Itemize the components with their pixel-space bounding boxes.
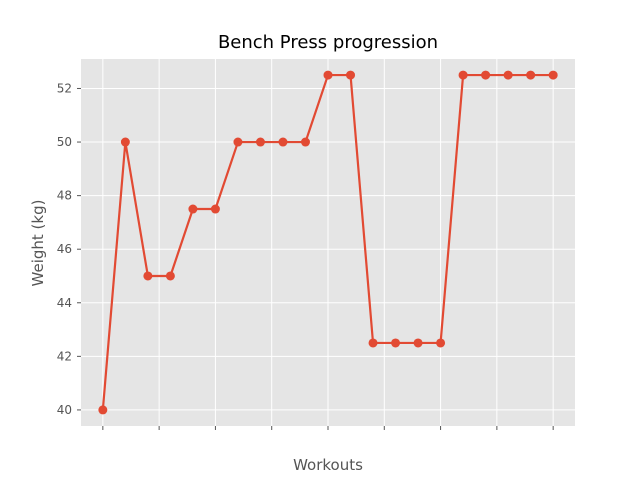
data-point [165,271,175,281]
grid-lines [81,59,575,426]
data-point [526,70,536,80]
data-point [481,70,491,80]
y-axis-label: Weight (kg) [29,200,47,287]
data-point [458,70,468,80]
data-point [188,204,198,214]
data-point [255,137,265,147]
chart-title: Bench Press progression [218,32,438,53]
data-point [278,137,288,147]
data-point [120,137,130,147]
data-point [233,137,243,147]
data-point [503,70,513,80]
x-axis-label: Workouts [293,456,363,474]
y-tick-label: 50 [57,135,72,149]
y-tick-label: 52 [57,81,72,95]
y-tick-label: 46 [57,242,72,256]
axis-ticks: 40 42 44 46 48 50 52 [57,81,554,430]
data-point [300,137,310,147]
series-points [98,70,558,415]
y-tick-label: 48 [57,189,72,203]
data-point [346,70,356,80]
y-tick-label: 44 [57,296,72,310]
data-point [323,70,333,80]
data-point [368,338,378,348]
data-point [436,338,446,348]
data-point [391,338,401,348]
data-point [413,338,423,348]
y-tick-label: 42 [57,349,72,363]
data-point [548,70,558,80]
y-tick-label: 40 [57,403,72,417]
data-point [98,405,108,415]
data-point [143,271,153,281]
data-point [210,204,220,214]
